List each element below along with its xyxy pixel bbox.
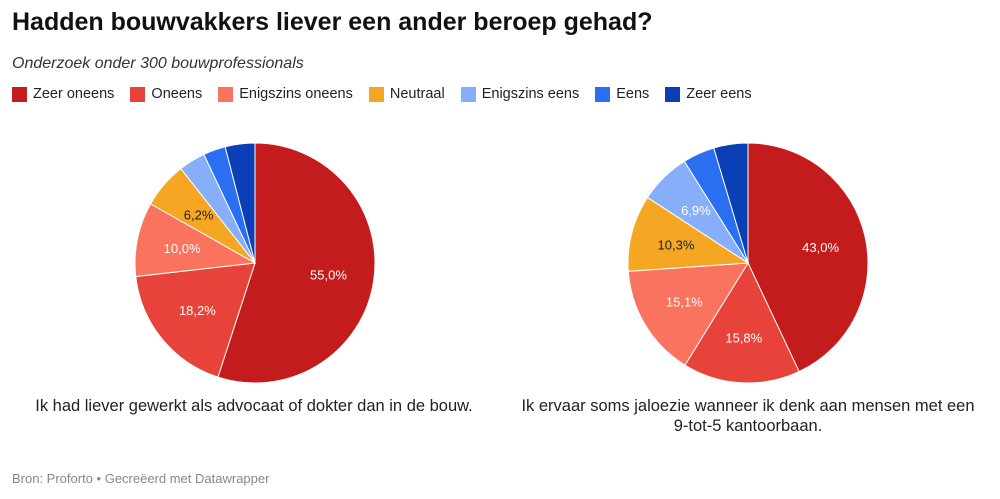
legend-item: Oneens (130, 86, 202, 102)
legend-item: Zeer oneens (12, 86, 114, 102)
legend-label: Enigszins oneens (239, 86, 353, 102)
legend-label: Zeer oneens (33, 86, 115, 102)
pie-slice-enigszins-oneens (627, 262, 749, 366)
chart-title: Hadden bouwvakkers liever een ander bero… (12, 8, 653, 36)
pie-slice-zeer-oneens (747, 142, 869, 373)
legend-label: Oneens (151, 86, 203, 102)
legend-item: Neutraal (368, 86, 445, 102)
pie-data-label: 10,3% (658, 237, 695, 252)
legend-label: Neutraal (389, 86, 445, 102)
legend-item: Enigszins eens (460, 86, 580, 102)
legend-item: Eens (595, 86, 649, 102)
pie-data-label: 10,0% (164, 241, 201, 256)
legend-swatch (665, 86, 681, 102)
legend-label: Eens (616, 86, 650, 102)
legend-label: Zeer eens (686, 86, 752, 102)
pie-caption-1: Ik had liever gewerkt als advocaat of do… (35, 397, 473, 415)
pie-chart-2: 43,0% 15,8% 15,1% 10,3% 6,9% (627, 142, 869, 384)
pie-caption-2: Ik ervaar soms jaloezie wanneer ik denk … (521, 397, 975, 435)
chart-subtitle: Onderzoek onder 300 bouwprofessionals (12, 55, 304, 72)
pie-data-label: 18,2% (179, 303, 216, 318)
legend-swatch (130, 86, 146, 102)
legend: Zeer oneens Oneens Enigszins oneens Neut… (12, 86, 768, 102)
legend-swatch (595, 86, 611, 102)
legend-item: Zeer eens (665, 86, 752, 102)
legend-swatch (12, 86, 27, 102)
pie-slice-oneens (684, 261, 800, 384)
pie-slice-zeer-eens (224, 142, 256, 264)
legend-swatch (368, 86, 384, 102)
pie-data-label: 6,9% (681, 203, 711, 218)
pie-chart-1: 55,0% 18,2% 10,0% 6,2% (134, 142, 376, 384)
source-note: Bron: Proforto • Gecreëerd met Datawrapp… (12, 471, 270, 486)
pie-data-label: 6,2% (184, 208, 214, 223)
pie-data-label: 55,0% (310, 268, 347, 283)
pie-slice-zeer-oneens (217, 142, 376, 384)
pie-data-label: 43,0% (802, 240, 839, 255)
pie-slice-neutraal (627, 196, 750, 272)
pie-data-label: 15,1% (666, 294, 703, 309)
pie-slice-enigszins-oneens (134, 203, 257, 278)
legend-swatch (218, 86, 234, 102)
pie-slice-oneens (135, 262, 256, 378)
pie-data-label: 15,8% (725, 330, 762, 345)
legend-item: Enigszins oneens (218, 86, 353, 102)
pie-slice-zeer-eens (713, 142, 749, 264)
legend-label: Enigszins eens (481, 86, 580, 102)
legend-swatch (460, 86, 476, 102)
